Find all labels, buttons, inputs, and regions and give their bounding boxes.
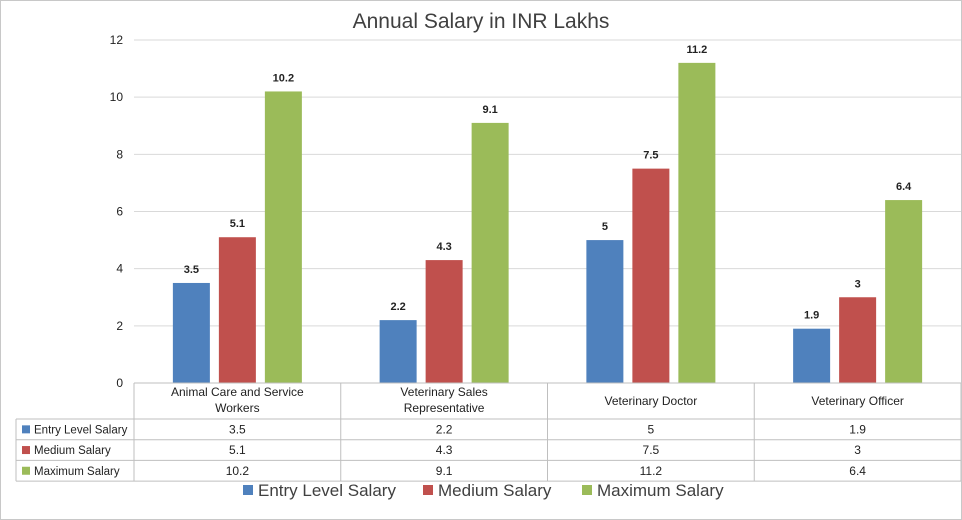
bar-maximum-salary (678, 62, 716, 383)
row-legend-key (22, 425, 30, 434)
category-label-line: Veterinary Sales (400, 385, 487, 399)
data-label: 11.2 (686, 44, 707, 56)
legend-key (243, 485, 253, 495)
data-label: 10.2 (273, 72, 294, 84)
legend-label: Medium Salary (438, 481, 552, 500)
table-cell: 7.5 (643, 443, 660, 457)
table-cell: 5.1 (229, 443, 246, 457)
category-label: Veterinary Officer (811, 394, 903, 408)
chart-title: Annual Salary in INR Lakhs (353, 10, 610, 33)
data-labels: 3.5 2.2 5 1.9 5.1 4.3 7.5 3 10.2 9.1 11.2 6.4 (184, 44, 912, 322)
bar-medium-salary (425, 260, 463, 383)
category-label-line: Representative (404, 401, 485, 415)
bar-maximum-salary (264, 91, 302, 383)
data-label: 6.4 (896, 181, 912, 193)
bar-entry-level-salary (172, 282, 210, 383)
table-cell: 3 (854, 443, 861, 457)
row-header: Maximum Salary (34, 466, 120, 478)
table-cell: 1.9 (849, 422, 866, 436)
legend-key (423, 485, 433, 495)
legend-label: Entry Level Salary (258, 481, 396, 500)
table-cell: 4.3 (436, 443, 453, 457)
category-label-line: Animal Care and Service (171, 385, 304, 399)
gridlines (134, 39, 961, 384)
bar-entry-level-salary (586, 240, 624, 383)
table-cell: 11.2 (640, 464, 663, 478)
table-cell: 6.4 (849, 464, 866, 478)
y-tick-label: 10 (110, 90, 124, 104)
y-tick-label: 0 (116, 376, 123, 390)
y-tick-label: 6 (116, 205, 123, 219)
row-legend-key (22, 446, 30, 455)
table-cell: 3.5 (229, 422, 246, 436)
y-tick-label: 12 (110, 33, 124, 47)
data-label: 3.5 (184, 264, 199, 276)
category-label: Animal Care and Service Workers (171, 385, 304, 415)
legend-label: Maximum Salary (597, 481, 724, 500)
bar-maximum-salary (471, 122, 509, 384)
data-label: 9.1 (482, 104, 497, 116)
data-label: 1.9 (804, 310, 819, 322)
legend-key (582, 485, 592, 495)
data-label: 5 (602, 221, 608, 233)
data-label: 4.3 (436, 241, 451, 253)
data-label: 7.5 (643, 150, 658, 162)
table-cell: 2.2 (436, 422, 453, 436)
category-label-line: Workers (215, 401, 259, 415)
legend: Entry Level Salary Medium Salary Maximum S… (243, 481, 724, 500)
row-header: Entry Level Salary (34, 424, 128, 436)
row-legend-key (22, 466, 30, 475)
table-cell: 9.1 (436, 464, 453, 478)
y-tick-label: 4 (116, 262, 123, 276)
category-label: Veterinary Doctor (605, 394, 698, 408)
bar-entry-level-salary (379, 320, 417, 383)
data-table: Animal Care and Service Workers Veterinary… (15, 382, 961, 482)
row-header: Medium Salary (34, 445, 111, 457)
y-axis-ticks: 0 2 4 6 8 10 12 (110, 33, 124, 390)
y-tick-label: 2 (116, 319, 123, 333)
data-label: 3 (855, 278, 861, 290)
data-label: 5.1 (230, 218, 245, 230)
bar-maximum-salary (885, 200, 923, 383)
table-cell: 10.2 (226, 464, 250, 478)
bar-entry-level-salary (793, 328, 831, 383)
data-label: 2.2 (390, 301, 405, 313)
category-label: Veterinary Sales Representative (400, 385, 487, 415)
bar-medium-salary (218, 237, 256, 383)
y-tick-label: 8 (116, 147, 123, 161)
bar-medium-salary (839, 297, 877, 383)
bar-medium-salary (632, 168, 670, 383)
table-cell: 5 (648, 422, 655, 436)
bars (172, 62, 923, 384)
